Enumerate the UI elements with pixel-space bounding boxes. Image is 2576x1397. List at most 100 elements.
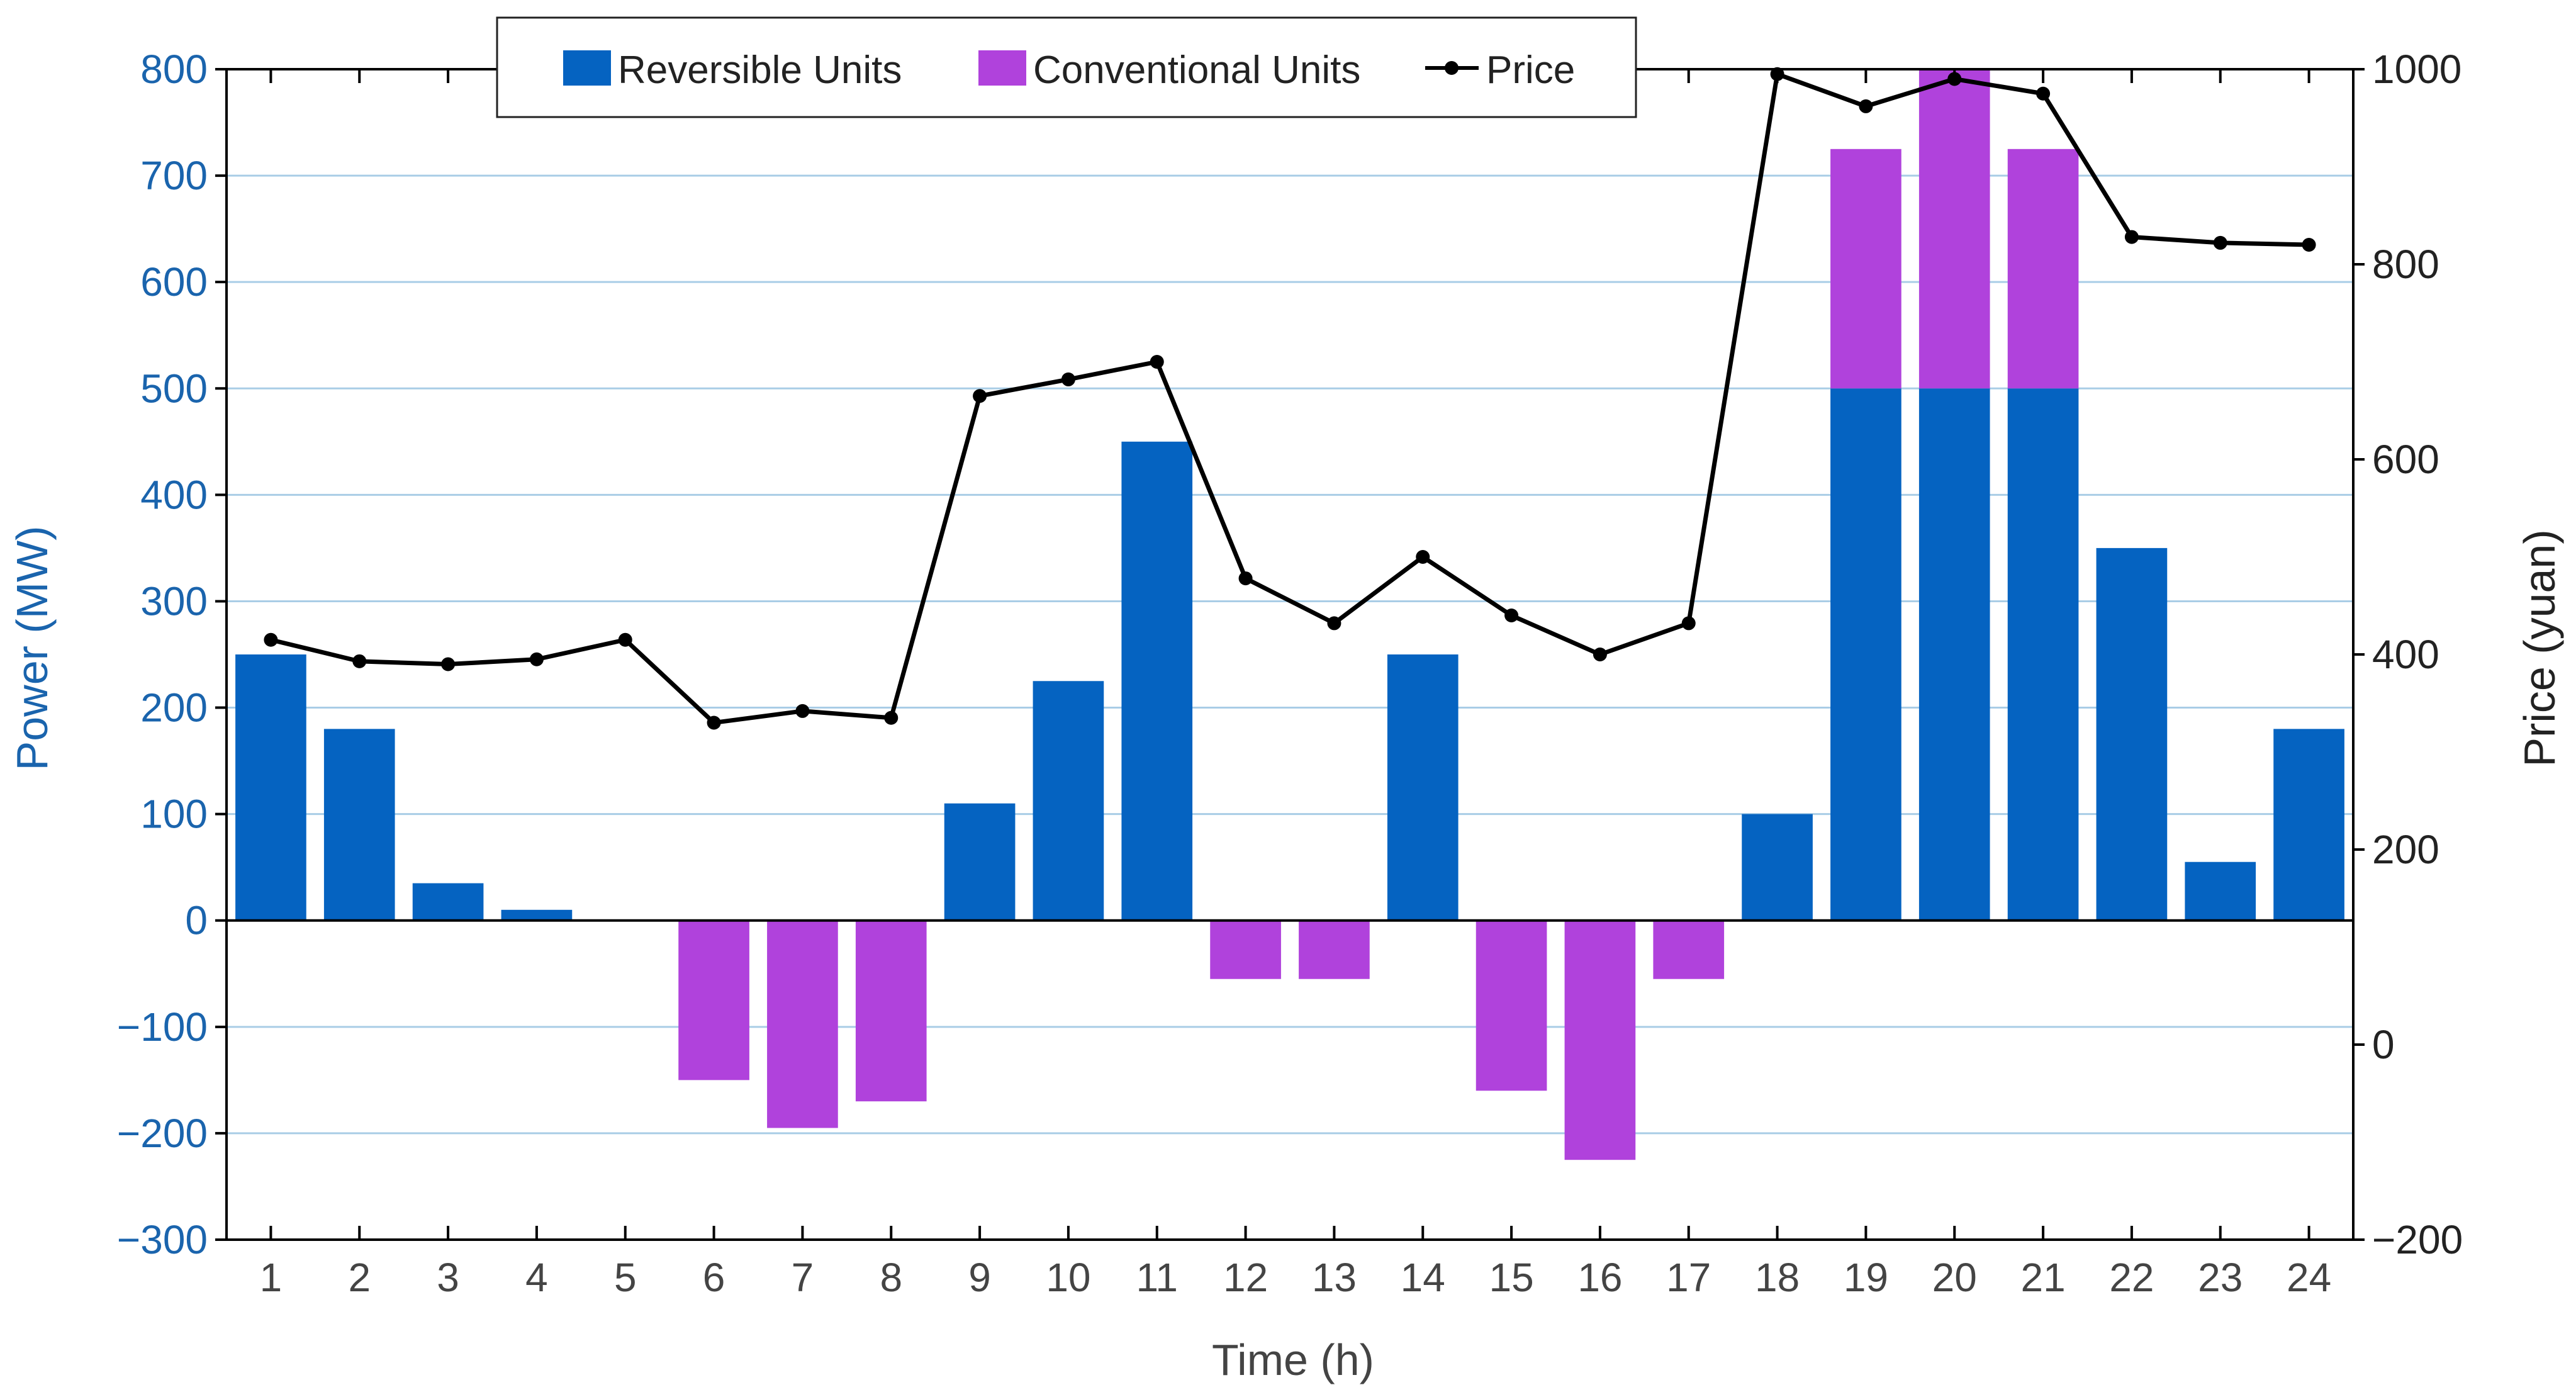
y-axis-right-title: Price (yuan) bbox=[2515, 529, 2564, 766]
x-tick-label: 9 bbox=[968, 1255, 991, 1300]
price-marker bbox=[1150, 355, 1164, 369]
price-marker bbox=[1327, 616, 1341, 631]
bar-reversible-units bbox=[412, 883, 484, 921]
y-axis-left-title: Power (MW) bbox=[8, 526, 57, 771]
price-marker bbox=[529, 652, 544, 666]
price-marker bbox=[352, 654, 367, 668]
bar-conventional-units bbox=[2007, 149, 2079, 389]
y-left-tick-label: 400 bbox=[140, 472, 208, 517]
x-tick-label: 3 bbox=[437, 1255, 459, 1300]
x-tick-label: 7 bbox=[792, 1255, 814, 1300]
bar-conventional-units bbox=[1299, 920, 1370, 979]
legend-swatch-reversible bbox=[563, 50, 611, 86]
price-marker bbox=[264, 632, 278, 647]
price-marker bbox=[973, 389, 987, 403]
x-tick-label: 12 bbox=[1223, 1255, 1268, 1300]
price-marker bbox=[1416, 550, 1430, 564]
bar-reversible-units bbox=[501, 909, 573, 921]
x-tick-label: 4 bbox=[525, 1255, 548, 1300]
x-tick-label: 13 bbox=[1312, 1255, 1357, 1300]
y-right-tick-label: 1000 bbox=[2372, 47, 2461, 92]
bar-conventional-units bbox=[1564, 920, 1636, 1160]
y-right-tick-label: 400 bbox=[2372, 632, 2439, 677]
x-tick-label: 8 bbox=[880, 1255, 902, 1300]
x-tick-label: 14 bbox=[1401, 1255, 1445, 1300]
x-tick-label: 6 bbox=[703, 1255, 725, 1300]
y-left-tick-label: 800 bbox=[140, 47, 208, 92]
price-marker bbox=[2124, 230, 2139, 244]
y-left-tick-label: 100 bbox=[140, 792, 208, 837]
bar-conventional-units bbox=[1830, 149, 1901, 389]
x-tick-label: 23 bbox=[2198, 1255, 2243, 1300]
price-series bbox=[264, 67, 2316, 730]
y-right-tick-label: 0 bbox=[2372, 1022, 2395, 1067]
price-marker bbox=[618, 632, 632, 647]
ticks: −300−200−1000100200300400500600700800−20… bbox=[117, 47, 2463, 1300]
x-tick-label: 10 bbox=[1046, 1255, 1090, 1300]
x-tick-label: 2 bbox=[348, 1255, 371, 1300]
legend: Reversible Units Conventional Units Pric… bbox=[496, 16, 1637, 118]
legend-label-price: Price bbox=[1486, 48, 1575, 92]
price-marker bbox=[1061, 372, 1075, 386]
x-tick-label: 20 bbox=[1932, 1255, 1977, 1300]
legend-label-reversible: Reversible Units bbox=[618, 48, 902, 92]
bar-conventional-units bbox=[678, 920, 749, 1080]
bar-conventional-units bbox=[855, 920, 927, 1102]
bar-reversible-units bbox=[1742, 814, 1813, 921]
y-left-tick-label: 0 bbox=[185, 898, 208, 943]
y-right-tick-label: 600 bbox=[2372, 437, 2439, 482]
y-left-tick-label: 300 bbox=[140, 578, 208, 624]
x-tick-label: 18 bbox=[1755, 1255, 1800, 1300]
y-left-tick-label: 500 bbox=[140, 366, 208, 411]
bar-conventional-units bbox=[1476, 920, 1547, 1091]
price-marker bbox=[1593, 648, 1607, 661]
bar-reversible-units bbox=[1830, 388, 1901, 921]
x-axis-title: Time (h) bbox=[1212, 1335, 1374, 1384]
x-tick-label: 19 bbox=[1844, 1255, 1888, 1300]
legend-swatch-conventional bbox=[978, 50, 1026, 86]
bar-reversible-units bbox=[944, 803, 1016, 921]
bar-reversible-units bbox=[235, 654, 306, 921]
x-tick-label: 16 bbox=[1577, 1255, 1622, 1300]
bar-reversible-units bbox=[1033, 681, 1104, 921]
y-right-tick-label: −200 bbox=[2372, 1217, 2463, 1262]
x-tick-label: 21 bbox=[2020, 1255, 2065, 1300]
bar-reversible-units bbox=[1387, 654, 1459, 921]
bars bbox=[235, 69, 2344, 1160]
y-left-tick-label: 600 bbox=[140, 259, 208, 305]
bar-reversible-units bbox=[2096, 547, 2168, 921]
bar-reversible-units bbox=[2273, 729, 2344, 921]
y-left-tick-label: 200 bbox=[140, 685, 208, 731]
price-marker bbox=[1859, 99, 1873, 113]
bar-conventional-units bbox=[1918, 69, 1990, 389]
y-left-tick-label: −100 bbox=[117, 1004, 208, 1050]
price-marker bbox=[2036, 86, 2051, 101]
bar-reversible-units bbox=[1121, 441, 1193, 921]
bar-conventional-units bbox=[1653, 920, 1725, 979]
price-marker bbox=[707, 715, 721, 730]
bar-reversible-units bbox=[323, 729, 395, 921]
bar-reversible-units bbox=[2185, 861, 2256, 921]
y-left-tick-label: 700 bbox=[140, 153, 208, 198]
x-tick-label: 1 bbox=[260, 1255, 283, 1300]
price-marker bbox=[2302, 238, 2316, 252]
y-left-tick-label: −300 bbox=[117, 1217, 208, 1262]
price-line bbox=[270, 72, 2309, 725]
price-marker bbox=[1681, 616, 1696, 631]
x-tick-label: 24 bbox=[2287, 1255, 2331, 1300]
legend-label-conventional: Conventional Units bbox=[1033, 48, 1360, 92]
price-marker bbox=[1238, 571, 1253, 586]
x-tick-label: 5 bbox=[614, 1255, 637, 1300]
x-tick-label: 11 bbox=[1136, 1255, 1178, 1300]
x-tick-label: 22 bbox=[2109, 1255, 2154, 1300]
price-marker bbox=[1504, 609, 1519, 622]
y-right-tick-label: 200 bbox=[2372, 827, 2439, 872]
bar-reversible-units bbox=[1918, 388, 1990, 921]
price-marker bbox=[884, 710, 899, 725]
bar-conventional-units bbox=[1210, 920, 1281, 979]
x-tick-label: 17 bbox=[1666, 1255, 1711, 1300]
price-marker bbox=[441, 657, 456, 671]
price-marker bbox=[795, 704, 810, 718]
bar-conventional-units bbox=[767, 920, 838, 1128]
x-tick-label: 15 bbox=[1489, 1255, 1533, 1300]
